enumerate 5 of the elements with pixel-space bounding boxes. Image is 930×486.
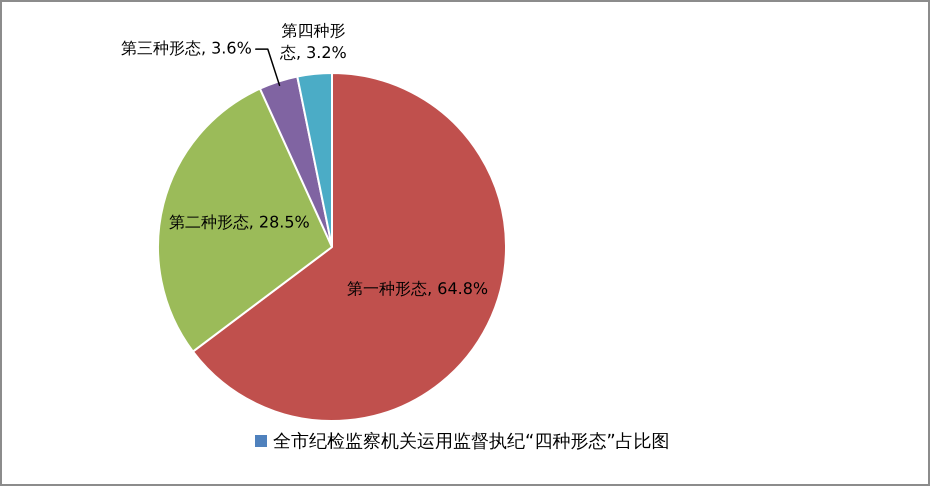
category-label: 第一种形态, 64.8% (347, 278, 488, 298)
category-label: 第三种形态, 3.6% (120, 38, 252, 58)
category-label: 第二种形态, 28.5% (168, 212, 310, 232)
category-label: 第四种形态, 3.2% (280, 21, 347, 62)
slice-label: 全市纪检监察机关运用监督执纪“四种形态”占比图 (273, 430, 670, 453)
